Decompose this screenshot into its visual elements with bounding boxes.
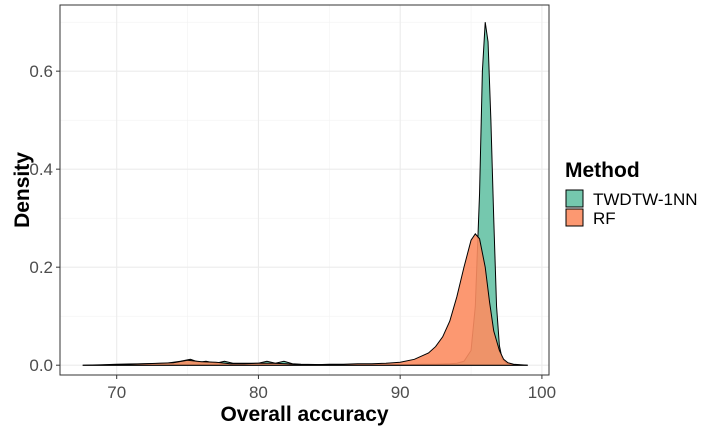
y-tick-label: 0.0 (29, 356, 53, 375)
y-axis-title: Density (11, 152, 34, 228)
series-areas (82, 22, 528, 366)
density-area-rf (82, 233, 528, 366)
legend-label: TWDTW-1NN (593, 190, 698, 209)
grid (60, 5, 549, 375)
x-tick-label: 100 (528, 383, 556, 402)
legend-title: Method (565, 159, 640, 182)
y-tick-label: 0.2 (29, 258, 53, 277)
panel (59, 4, 550, 376)
x-axis-title: Overall accuracy (220, 403, 388, 426)
y-axis-ticks: 0.0 0.2 0.4 0.6 (29, 62, 60, 375)
x-axis-ticks: 70 80 90 100 (107, 375, 556, 402)
x-tick-label: 90 (391, 383, 410, 402)
y-tick-label: 0.6 (29, 62, 53, 81)
legend-swatch (565, 189, 584, 208)
legend-swatch (565, 208, 584, 227)
y-tick-label: 0.4 (29, 160, 53, 179)
x-tick-label: 80 (249, 383, 268, 402)
x-tick-label: 70 (107, 383, 126, 402)
legend-label: RF (593, 209, 616, 228)
panel-border (59, 4, 550, 376)
